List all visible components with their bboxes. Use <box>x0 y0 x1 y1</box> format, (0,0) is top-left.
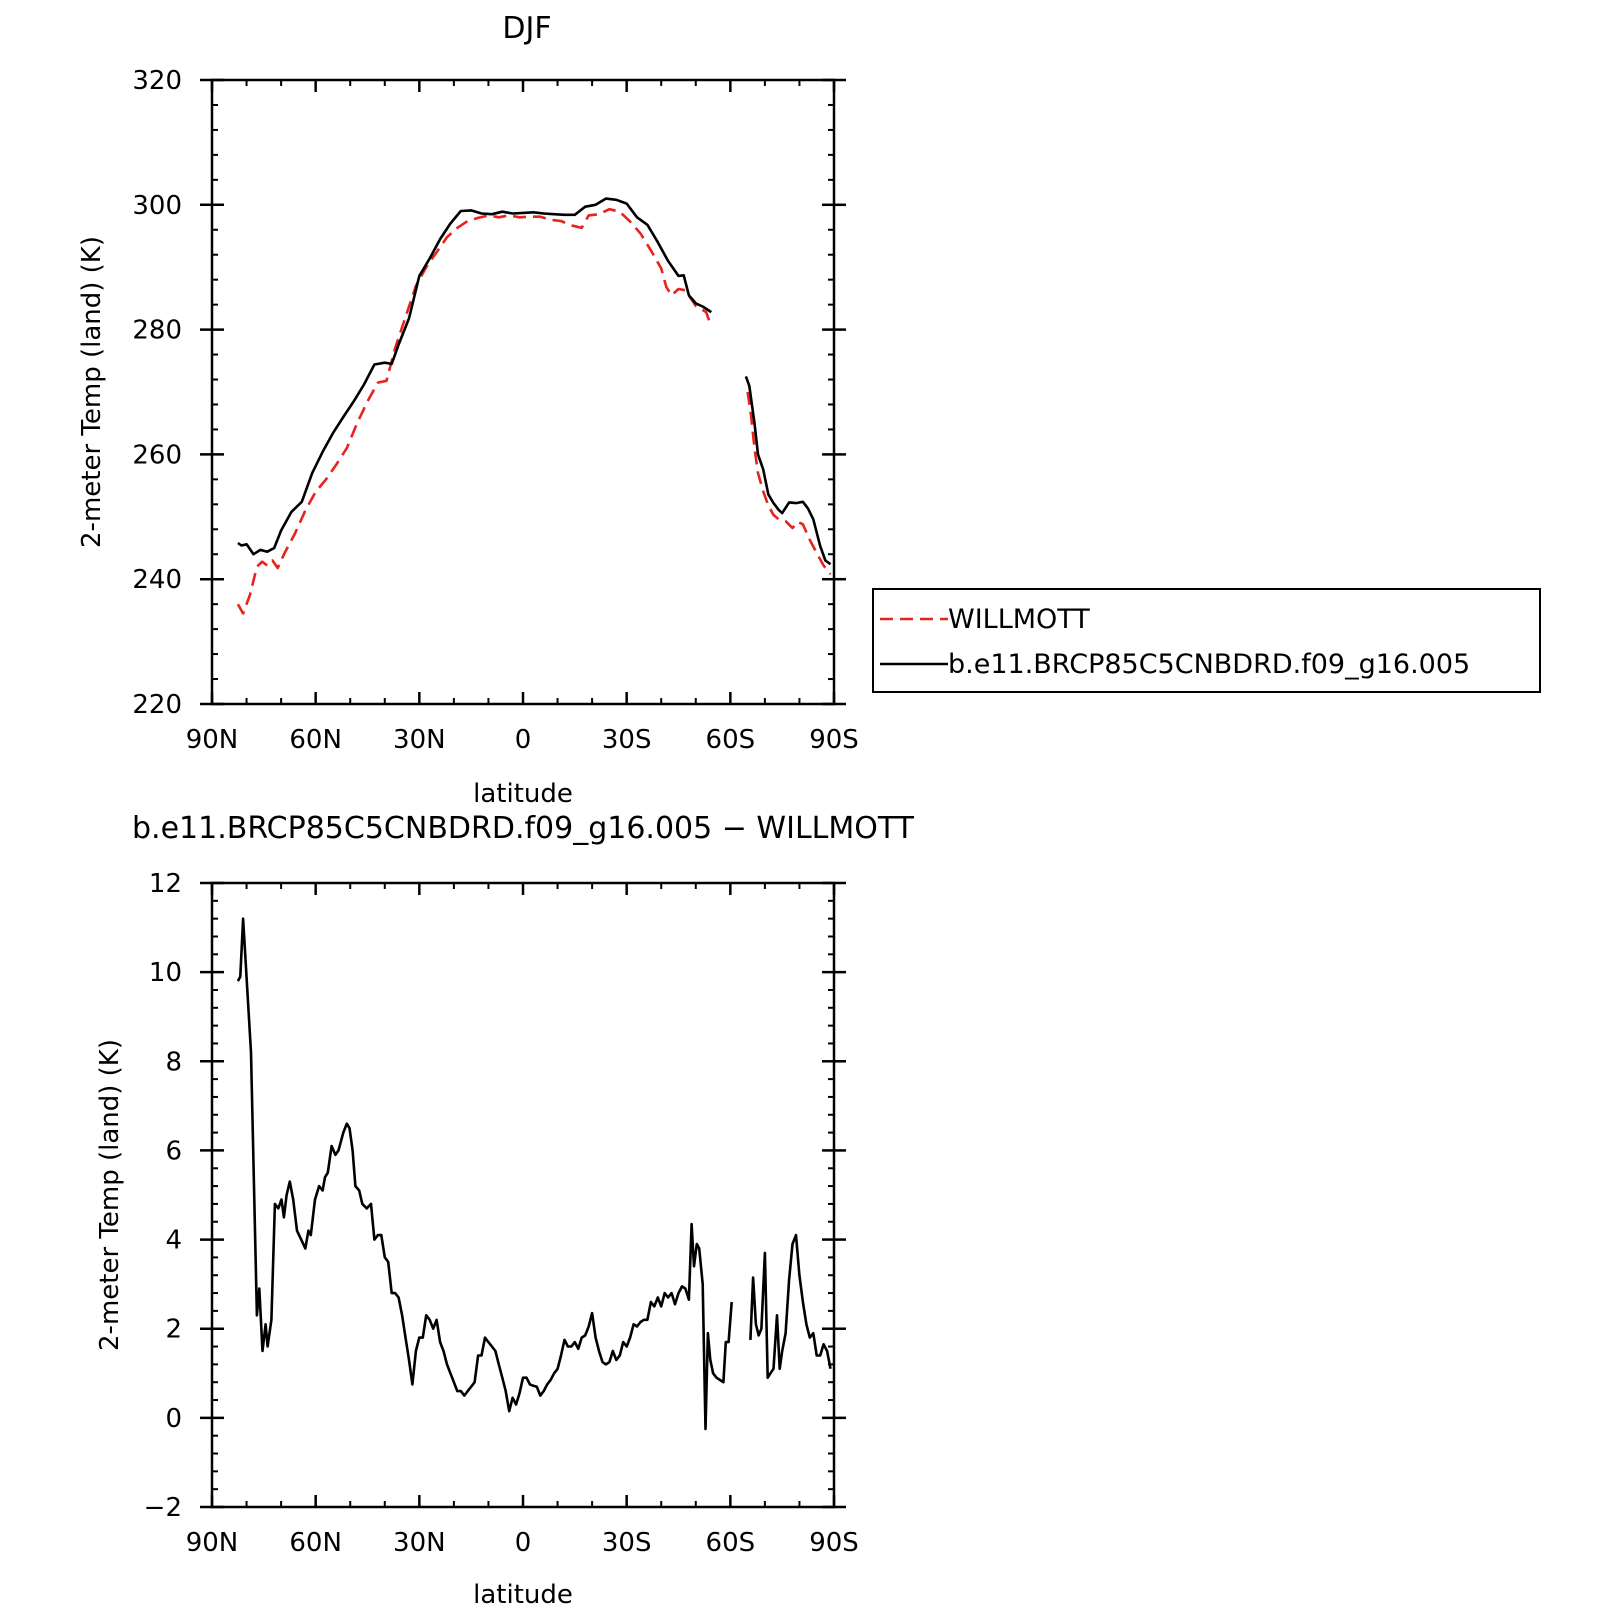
y-tick-label: 12 <box>149 869 182 899</box>
x-tick-label: 30S <box>602 1528 652 1558</box>
y-tick-label: 6 <box>165 1136 182 1166</box>
x-axis: 90N 60N 30N 0 30S 60S 90S <box>186 883 859 1558</box>
x-axis: 90N 60N 30N 0 30S 60S 90S <box>186 80 859 755</box>
legend-label-willmott: WILLMOTT <box>948 604 1090 635</box>
y-tick-label: 2 <box>165 1315 182 1345</box>
x-tick-label: 90N <box>186 725 239 755</box>
y-tick-label: 240 <box>132 565 182 595</box>
y-tick-label: 8 <box>165 1047 182 1077</box>
djf-panel: DJF 90N 60N 30N 0 30S 60S 90S 220 240 260 280 300 3… <box>77 11 1541 809</box>
x-tick-label: 60N <box>289 1528 342 1558</box>
plot-frame <box>210 78 836 706</box>
y-tick-label: 320 <box>132 66 182 96</box>
chart-title: DJF <box>502 11 551 46</box>
legend-label-model: b.e11.BRCP85C5CNBDRD.f09_g16.005 <box>948 649 1470 680</box>
series-line-1-segment-1 <box>236 207 713 615</box>
x-axis-label: latitude <box>473 779 573 809</box>
y-tick-label: 0 <box>165 1404 182 1434</box>
y-tick-label: 260 <box>132 440 182 470</box>
x-tick-label: 90S <box>809 1528 859 1558</box>
x-tick-label: 60N <box>289 725 342 755</box>
y-axis: −2 0 2 4 6 8 10 12 <box>144 869 846 1523</box>
data-lines <box>236 197 832 615</box>
chart-title: b.e11.BRCP85C5CNBDRD.f09_g16.005 − WILLM… <box>132 811 915 846</box>
x-tick-label: 60S <box>706 1528 756 1558</box>
data-lines <box>236 917 832 1431</box>
y-tick-label: 300 <box>132 191 182 221</box>
x-tick-label: 90N <box>186 1528 239 1558</box>
series-line-2-segment-1 <box>237 197 713 556</box>
series-line-2-segment-2 <box>744 375 832 566</box>
y-tick-label: 280 <box>132 316 182 346</box>
legend-box <box>872 588 1541 693</box>
x-tick-label: 30N <box>393 1528 446 1558</box>
x-tick-label: 30S <box>602 725 652 755</box>
series-line-1-segment-2 <box>746 391 832 576</box>
legend: WILLMOTT b.e11.BRCP85C5CNBDRD.f09_g16.00… <box>872 588 1541 693</box>
x-axis-label: latitude <box>473 1580 573 1608</box>
x-tick-label: 60S <box>706 725 756 755</box>
y-axis-label: 2-meter Temp (land) (K) <box>77 236 107 548</box>
plot-frame <box>210 881 836 1509</box>
x-tick-label: 90S <box>809 725 859 755</box>
series-line-1-segment-1 <box>236 917 733 1431</box>
difference-panel: b.e11.BRCP85C5CNBDRD.f09_g16.005 − WILLM… <box>95 811 915 1608</box>
y-tick-label: 4 <box>165 1226 182 1256</box>
x-tick-label: 0 <box>515 1528 532 1558</box>
x-tick-label: 30N <box>393 725 446 755</box>
y-tick-label: 220 <box>132 690 182 720</box>
y-axis: 220 240 260 280 300 320 <box>132 66 846 720</box>
y-tick-label: −2 <box>144 1493 182 1523</box>
y-tick-label: 10 <box>149 958 182 988</box>
series-line-1-segment-2 <box>749 1233 832 1379</box>
y-axis-label: 2-meter Temp (land) (K) <box>95 1039 125 1351</box>
x-tick-label: 0 <box>515 725 532 755</box>
